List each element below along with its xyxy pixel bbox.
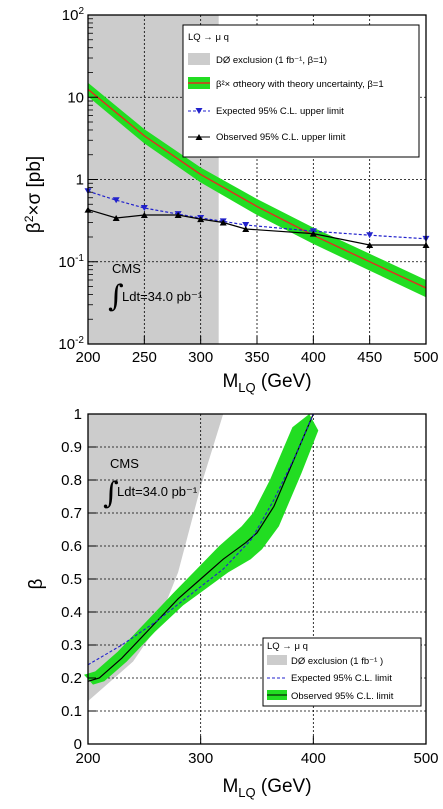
- top-observed-point: [366, 241, 374, 248]
- bottom-legend-expected-label: Expected 95% C.L. limit: [291, 673, 392, 684]
- bottom-legend-title: LQ → μ q: [267, 641, 308, 652]
- bottom-d0-exclusion-region: [88, 414, 224, 702]
- top-cms-label: CMS: [112, 261, 141, 276]
- top-y-axis-label: β2×σ [pb]: [22, 156, 45, 233]
- bottom-integral-sign: ∫: [103, 476, 119, 511]
- bottom-y-tick-label: 0.4: [61, 604, 82, 621]
- top-legend-d0-label: DØ exclusion (1 fb⁻¹, β=1): [216, 55, 327, 66]
- bottom-x-axis-label: MLQ (GeV): [222, 776, 311, 800]
- top-legend: [182, 24, 420, 158]
- top-x-axis-label: MLQ (GeV): [222, 371, 311, 395]
- top-legend-d0-swatch: [188, 53, 210, 65]
- top-legend-title: LQ → μ q: [188, 32, 229, 43]
- top-x-tick-label: 450: [357, 349, 382, 366]
- bottom-y-tick-label: 1: [74, 406, 82, 423]
- bottom-lumi-label: Ldt=34.0 pb⁻¹: [117, 484, 198, 499]
- bottom-x-tick-label: 500: [413, 750, 438, 767]
- bottom-x-tick-label: 400: [301, 750, 326, 767]
- bottom-y-tick-label: 0.6: [61, 538, 82, 555]
- bottom-x-tick-label: 300: [188, 750, 213, 767]
- top-observed-point: [242, 226, 250, 233]
- bottom-observed-band: [84, 414, 319, 685]
- top-legend-observed-marker: [195, 134, 203, 140]
- top-expected-point: [242, 221, 250, 228]
- top-y-tick-label: 10-2: [58, 335, 84, 353]
- top-x-tick-label: 200: [75, 349, 100, 366]
- top-observed-point: [197, 216, 205, 223]
- top-observed-point: [219, 219, 227, 226]
- bottom-y-tick-label: 0.2: [61, 670, 82, 687]
- top-expected-point: [112, 197, 120, 204]
- top-y-tick-label: 1: [76, 172, 84, 189]
- top-observed-line: [87, 209, 426, 246]
- top-integral-sign: ∫: [108, 279, 124, 314]
- top-x-tick-label: 300: [188, 349, 213, 366]
- top-x-tick-label: 350: [244, 349, 269, 366]
- top-expected-point: [366, 232, 374, 239]
- bottom-observed-line: [87, 413, 314, 682]
- top-chart-cross-section: 200 250 300 350 400 450 500 10-2 10-1 1 10 102 MLQ (…: [22, 6, 439, 395]
- bottom-cms-label: CMS: [110, 456, 139, 471]
- top-x-tick-label: 250: [132, 349, 157, 366]
- top-y-tick-label: 10: [67, 89, 84, 106]
- bottom-y-tick-label: 0.5: [61, 571, 82, 588]
- top-observed-point: [309, 230, 317, 237]
- top-x-tick-label: 500: [413, 349, 438, 366]
- bottom-y-tick-label: 0.1: [61, 703, 82, 720]
- top-expected-point: [140, 205, 148, 212]
- bottom-legend-d0-swatch: [267, 655, 287, 665]
- top-observed-point: [140, 212, 148, 219]
- top-legend-observed-label: Observed 95% C.L. upper limit: [216, 132, 346, 143]
- bottom-legend: [262, 637, 422, 707]
- bottom-y-tick-label: 0.3: [61, 637, 82, 654]
- bottom-x-tick-label: 200: [75, 750, 100, 767]
- top-expected-line: [87, 190, 427, 240]
- bottom-y-tick-label: 0.7: [61, 505, 82, 522]
- top-y-tick-label: 102: [62, 6, 85, 24]
- top-observed-point: [112, 215, 120, 222]
- top-theory-band: [88, 82, 426, 298]
- top-x-tick-label: 400: [301, 349, 326, 366]
- bottom-expected-line: [87, 413, 314, 666]
- top-legend-expected-marker: [195, 108, 203, 114]
- bottom-legend-observed-label: Observed 95% C.L. limit: [291, 691, 394, 702]
- top-observed-point: [174, 212, 182, 219]
- bottom-y-tick-label: 0.9: [61, 439, 82, 456]
- bottom-y-tick-label: 0: [74, 736, 82, 753]
- bottom-legend-d0-label: DØ exclusion (1 fb⁻¹ ): [291, 656, 383, 667]
- bottom-y-tick-label: 0.8: [61, 472, 82, 489]
- bottom-y-axis-label: β: [26, 578, 47, 589]
- top-legend-theory-label: β²× σtheory with theory uncertainty, β=1: [216, 79, 384, 90]
- bottom-chart-beta-limit: 200 300 400 500 0 0.1 0.2 0.3 0.4 0.5 0.6 0.7 0.8 0.9…: [26, 406, 439, 800]
- top-y-tick-label: 10-1: [58, 253, 84, 271]
- top-lumi-label: Ldt=34.0 pb⁻¹: [122, 289, 203, 304]
- top-theory-line: [87, 88, 427, 289]
- top-legend-expected-label: Expected 95% C.L. upper limit: [216, 106, 344, 117]
